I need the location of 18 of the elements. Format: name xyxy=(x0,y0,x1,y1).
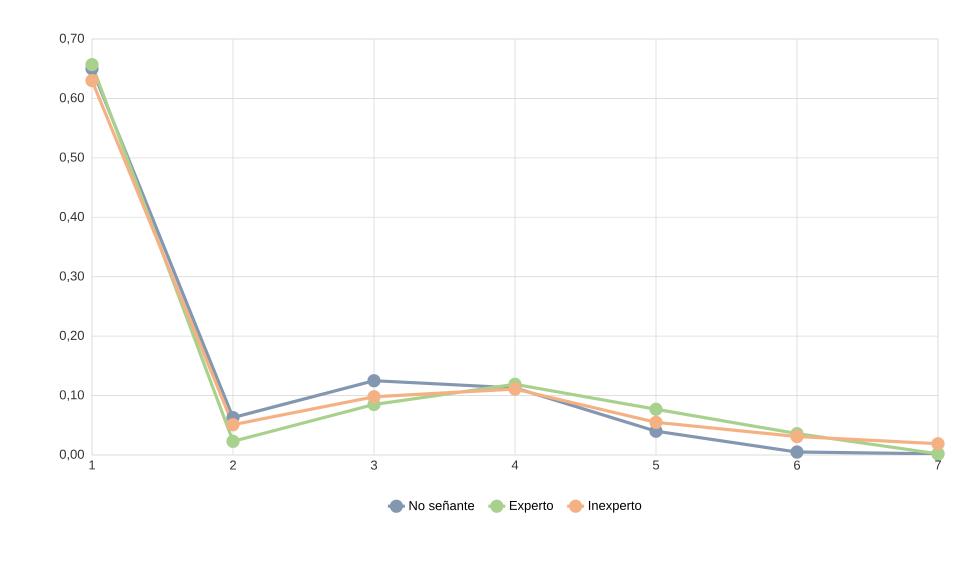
legend-label: Experto xyxy=(510,500,553,513)
legend-label: No señante xyxy=(410,500,474,510)
y-tick-label: 0,20 xyxy=(60,330,84,342)
x-tick-label: 6 xyxy=(794,460,800,470)
x-tick-label: 3 xyxy=(370,460,378,470)
x-tick-label: 1 xyxy=(89,460,95,470)
y-tick-label: 0,50 xyxy=(60,152,84,164)
y-tick-label: 0,60 xyxy=(60,93,84,104)
x-tick-label: 4 xyxy=(512,460,518,470)
x-tick-label: 2 xyxy=(230,460,236,470)
y-tick-label: 0,30 xyxy=(60,271,84,282)
x-tick-label: 5 xyxy=(652,460,660,470)
y-tick-label: 0,70 xyxy=(60,34,84,44)
legend-label: Inexperto xyxy=(588,500,642,513)
y-tick-label: 0,00 xyxy=(60,450,84,460)
x-tick-label: 7 xyxy=(935,460,941,470)
y-tick-label: 0,40 xyxy=(60,212,84,223)
y-tick-label: 0,10 xyxy=(60,390,84,401)
